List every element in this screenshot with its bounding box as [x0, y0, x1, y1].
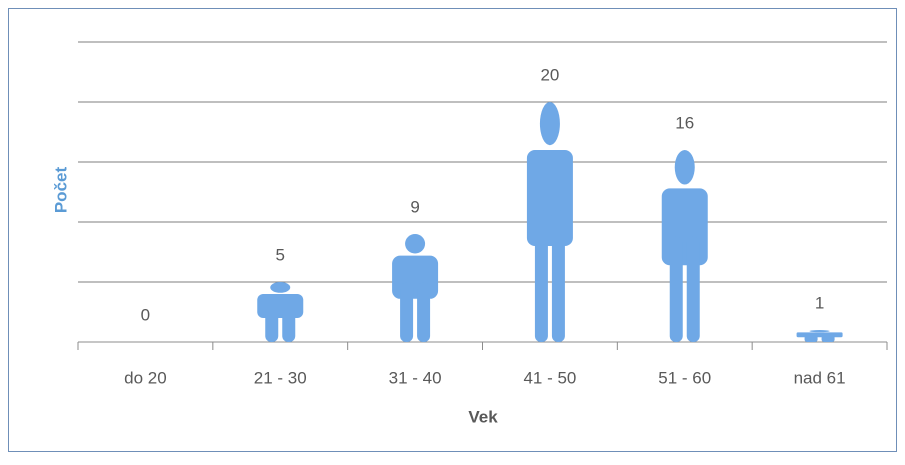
icon-head	[405, 234, 426, 254]
icon-body	[661, 188, 708, 266]
x-tick-label: 31 - 40	[389, 368, 442, 387]
icon-head	[539, 102, 560, 146]
icon-leg	[669, 236, 683, 342]
icon-body	[796, 332, 843, 338]
value-label: 1	[815, 293, 824, 312]
icon-leg	[686, 236, 700, 342]
icon-body	[257, 294, 304, 318]
icon-leg	[551, 210, 565, 342]
chart-border	[8, 8, 897, 452]
x-tick-label: nad 61	[794, 368, 846, 387]
person-icon	[257, 282, 304, 342]
icon-leg	[282, 309, 296, 342]
value-label: 0	[141, 305, 150, 324]
icon-leg	[417, 282, 431, 342]
person-icon	[392, 234, 439, 342]
icon-leg	[804, 335, 818, 342]
value-label: 16	[675, 113, 694, 132]
icon-body	[526, 150, 573, 246]
icon-head	[809, 330, 830, 333]
x-axis-label: Vek	[468, 407, 498, 426]
icon-leg	[400, 282, 414, 342]
x-tick-label: 21 - 30	[254, 368, 307, 387]
icon-leg	[265, 309, 279, 342]
value-label: 20	[540, 65, 559, 84]
x-tick-label: 41 - 50	[523, 368, 576, 387]
icon-leg	[821, 335, 835, 342]
x-tick-label: do 20	[124, 368, 167, 387]
person-icon	[796, 330, 843, 342]
icon-body	[392, 255, 439, 299]
value-label: 5	[276, 245, 285, 264]
person-icon	[526, 102, 573, 342]
icon-head	[674, 150, 695, 185]
value-label: 9	[410, 197, 419, 216]
icon-head	[270, 282, 291, 293]
x-tick-label: 51 - 60	[658, 368, 711, 387]
person-icon	[661, 150, 708, 342]
y-axis-label: Počet	[51, 167, 70, 214]
icon-leg	[534, 210, 548, 342]
